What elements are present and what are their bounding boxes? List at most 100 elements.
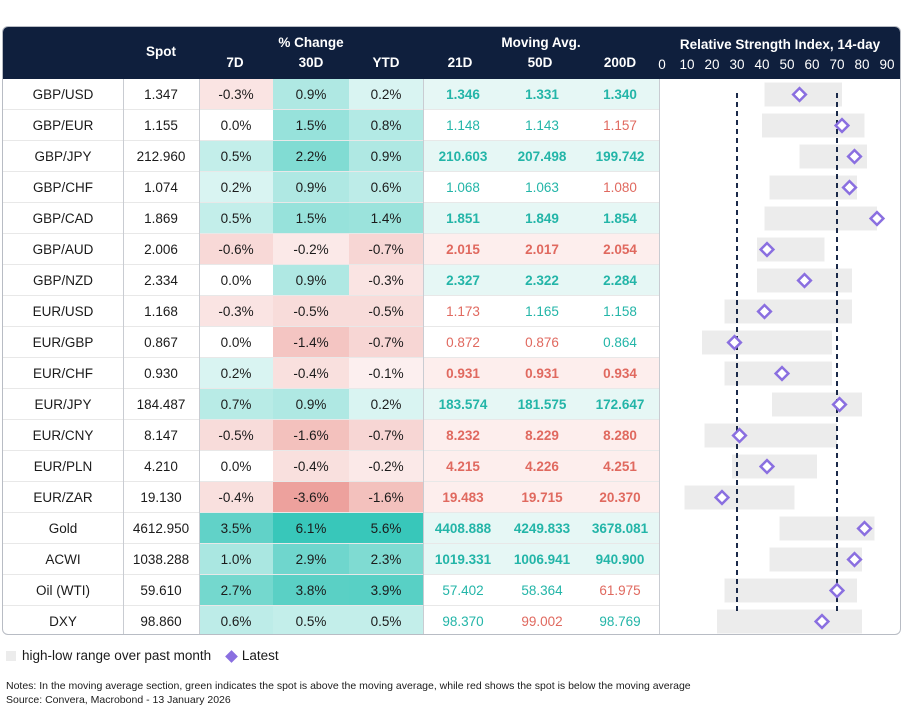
pct-change-ytd: -0.3%	[349, 265, 423, 296]
rsi-latest-marker	[731, 427, 748, 444]
rsi-latest-marker	[756, 303, 773, 320]
moving-avg-ma50: 181.575	[503, 389, 581, 420]
rsi-latest-marker	[831, 396, 848, 413]
row-divider	[3, 140, 659, 141]
pct-change-d7: 0.0%	[199, 327, 273, 358]
row-label: GBP/USD	[32, 87, 94, 102]
pct-change-d7: -0.3%	[199, 79, 273, 110]
spot-value: 1.155	[144, 118, 178, 133]
pct-change-ytd: 0.2%	[349, 79, 423, 110]
row-divider	[3, 388, 659, 389]
row-divider	[3, 450, 659, 451]
row-label: GBP/AUD	[32, 242, 94, 257]
moving-avg-ma21: 1.173	[446, 304, 480, 319]
rsi-tick-label: 0	[658, 57, 666, 72]
spot-value: 8.147	[144, 428, 178, 443]
moving-avg-ma200: 3678.081	[581, 513, 659, 544]
pct-change-ytd: -1.6%	[349, 482, 423, 513]
moving-avg-ma50: 207.498	[503, 141, 581, 172]
header-spot: Spot	[146, 44, 176, 59]
rsi-latest-marker	[813, 613, 831, 630]
pct-change-d30: 0.9%	[273, 265, 349, 296]
rsi-tick-label: 20	[704, 57, 720, 72]
pct-change-ytd: -0.7%	[349, 420, 423, 451]
pct-change-d7: 0.5%	[199, 203, 273, 234]
spot-value: 0.930	[144, 366, 178, 381]
header-200d: 200D	[603, 55, 637, 70]
moving-avg-ma21: 0.872	[446, 335, 480, 350]
moving-avg-ma200: 2.054	[581, 234, 659, 265]
spot-value: 1038.288	[132, 552, 190, 567]
moving-avg-ma21: 8.232	[423, 420, 503, 451]
moving-avg-ma21: 1.851	[423, 203, 503, 234]
row-divider	[3, 109, 659, 110]
row-divider	[3, 512, 659, 513]
header-moving-avg: Moving Avg.	[501, 35, 581, 50]
pct-change-d30: -0.2%	[273, 234, 349, 265]
moving-avg-ma21: 1.148	[446, 118, 480, 133]
spot-value: 1.074	[144, 180, 178, 195]
moving-avg-ma21: 1019.331	[423, 544, 503, 575]
pct-change-ytd: -0.2%	[349, 451, 423, 482]
moving-avg-ma200: 2.284	[581, 265, 659, 296]
moving-avg-ma200: 1.080	[603, 180, 637, 195]
pct-change-d30: 0.9%	[273, 389, 349, 420]
rsi-latest-marker	[833, 117, 851, 134]
moving-avg-ma50: 2.017	[503, 234, 581, 265]
column-divider	[423, 79, 424, 634]
row-divider	[3, 481, 659, 482]
row-divider	[3, 233, 659, 234]
moving-avg-ma50: 1.165	[525, 304, 559, 319]
pct-change-ytd: 0.6%	[349, 172, 423, 203]
moving-avg-ma200: 1.158	[603, 304, 637, 319]
moving-avg-ma200: 8.280	[581, 420, 659, 451]
row-label: EUR/JPY	[34, 397, 92, 412]
rsi-range-bar	[704, 423, 837, 448]
moving-avg-ma50: 4.226	[503, 451, 581, 482]
moving-avg-ma50: 1.063	[525, 180, 559, 195]
rsi-range-bar	[772, 392, 862, 417]
moving-avg-ma200: 4.251	[581, 451, 659, 482]
moving-avg-ma200: 1.854	[581, 203, 659, 234]
rsi-latest-marker	[758, 241, 776, 258]
rsi-latest-marker	[828, 582, 846, 599]
rsi-chart	[684, 82, 886, 634]
header-rsi: Relative Strength Index, 14-day	[679, 37, 881, 52]
row-label: Oil (WTI)	[36, 583, 90, 598]
moving-avg-ma50: 1.331	[503, 79, 581, 110]
row-divider	[3, 295, 659, 296]
pct-change-ytd: 1.4%	[349, 203, 423, 234]
row-label: ACWI	[45, 552, 81, 567]
legend-range-swatch	[6, 651, 16, 662]
moving-avg-ma21: 183.574	[423, 389, 503, 420]
row-label: DXY	[49, 614, 77, 629]
rsi-latest-marker	[841, 179, 858, 196]
pct-change-d7: 0.5%	[199, 141, 273, 172]
pct-change-d7: -0.3%	[199, 296, 273, 327]
spot-value: 1.869	[144, 211, 178, 226]
header-ytd: YTD	[372, 55, 400, 70]
row-divider	[3, 357, 659, 358]
pct-change-d7: 0.0%	[199, 110, 273, 141]
pct-change-ytd: -0.5%	[349, 296, 423, 327]
spot-value: 0.867	[144, 335, 178, 350]
pct-change-d30: -0.4%	[273, 358, 349, 389]
moving-avg-ma200: 20.370	[581, 482, 659, 513]
pct-change-d30: 3.8%	[273, 575, 349, 606]
rsi-latest-marker	[796, 272, 813, 289]
spot-value: 2.334	[144, 273, 178, 288]
pct-change-d7: 0.0%	[199, 451, 273, 482]
pct-change-d30: 2.9%	[273, 544, 349, 575]
moving-avg-ma50: 1006.941	[503, 544, 581, 575]
moving-avg-ma200: 1.157	[603, 118, 637, 133]
moving-avg-ma21: 2.327	[423, 265, 503, 296]
rsi-latest-marker	[773, 365, 791, 382]
moving-avg-ma50: 58.364	[521, 583, 563, 598]
rsi-tick-label: 50	[779, 57, 795, 72]
rsi-latest-marker	[856, 520, 873, 537]
moving-avg-ma200: 98.769	[599, 614, 641, 629]
pct-change-d30: 0.5%	[273, 606, 349, 634]
column-divider	[199, 79, 200, 634]
spot-value: 4.210	[144, 459, 178, 474]
row-divider	[3, 326, 659, 327]
